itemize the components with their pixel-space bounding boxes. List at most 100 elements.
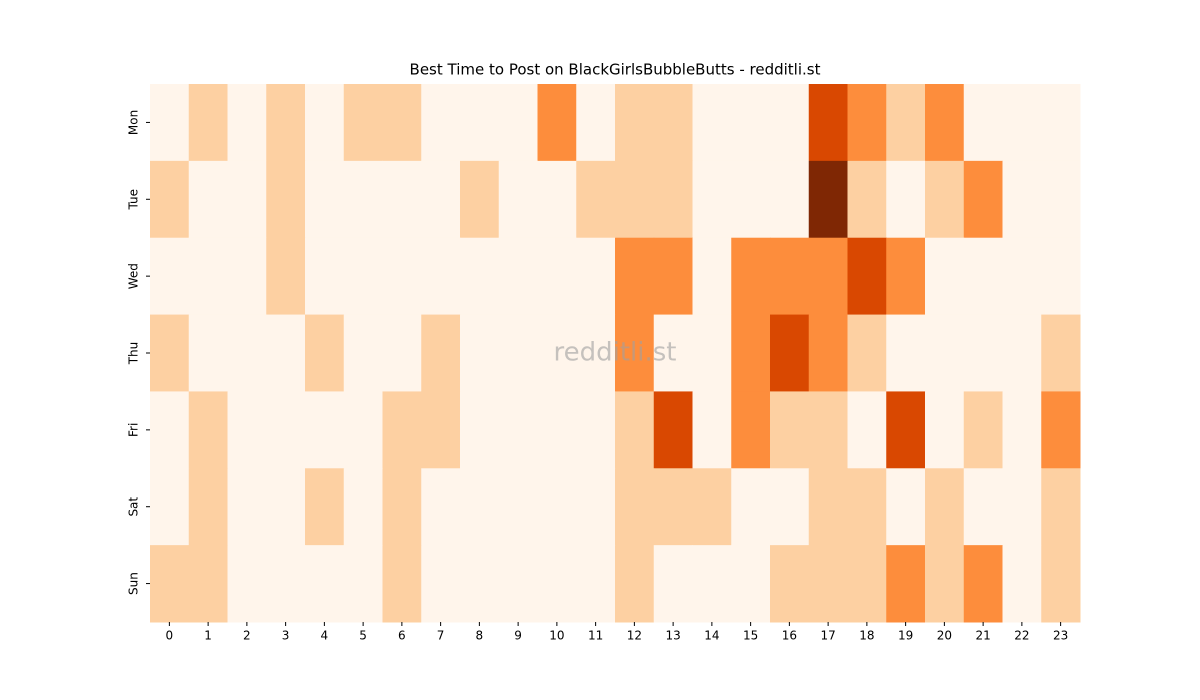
heat-cell — [266, 314, 306, 392]
heat-cell — [1002, 237, 1042, 316]
heat-cell — [925, 160, 965, 239]
x-tick-label: 17 — [820, 629, 835, 643]
heat-cell — [227, 314, 267, 392]
heat-cell — [808, 314, 848, 392]
heat-cell — [692, 160, 732, 239]
heat-cell — [1041, 160, 1081, 239]
heat-cell — [653, 237, 693, 316]
x-tick-label: 10 — [549, 629, 564, 643]
heat-cell — [188, 391, 228, 469]
heat-cell — [653, 391, 693, 469]
heat-cell — [343, 237, 383, 316]
x-tick-label: 23 — [1053, 629, 1068, 643]
y-tick-label: Sun — [127, 572, 141, 595]
x-tick-label: 16 — [782, 629, 797, 643]
heat-cell — [188, 84, 228, 162]
heat-cell — [925, 391, 965, 469]
heat-cell — [576, 160, 616, 239]
heat-cell — [653, 545, 693, 623]
x-tick-label: 21 — [975, 629, 990, 643]
heat-cell — [1041, 468, 1081, 546]
heat-cell — [692, 545, 732, 623]
heat-cell — [150, 391, 190, 469]
heat-cell — [1002, 160, 1042, 239]
heat-cell — [1041, 391, 1081, 469]
heat-cell — [963, 160, 1003, 239]
heat-cell — [343, 468, 383, 546]
x-tick-label: 20 — [937, 629, 952, 643]
heat-cell — [343, 84, 383, 162]
heat-cell — [963, 545, 1003, 623]
heat-cell — [847, 545, 887, 623]
heat-cell — [576, 84, 616, 162]
heat-cell — [847, 237, 887, 316]
heat-cell — [731, 391, 771, 469]
heat-cell — [1002, 84, 1042, 162]
heat-cell — [692, 391, 732, 469]
heat-cell — [576, 237, 616, 316]
heat-cell — [731, 314, 771, 392]
heat-cell — [150, 84, 190, 162]
heat-cell — [421, 84, 461, 162]
watermark: redditli.st — [554, 338, 677, 368]
heat-cell — [537, 391, 577, 469]
heat-cell — [460, 314, 500, 392]
heat-cell — [731, 545, 771, 623]
heat-cell — [150, 237, 190, 316]
heat-cell — [343, 391, 383, 469]
heat-cell — [847, 84, 887, 162]
heat-cell — [576, 314, 616, 392]
heat-cell — [1041, 84, 1081, 162]
heat-cell — [1002, 545, 1042, 623]
heat-cell — [808, 391, 848, 469]
heat-cell — [266, 545, 306, 623]
heat-cell — [305, 160, 345, 239]
x-tick-label: 8 — [476, 629, 484, 643]
heat-cell — [150, 160, 190, 239]
heat-cell — [1002, 468, 1042, 546]
x-tick-label: 3 — [282, 629, 290, 643]
heat-cell — [653, 160, 693, 239]
y-tick-label: Thu — [127, 342, 141, 366]
y-tick-label: Fri — [127, 423, 141, 437]
x-tick-label: 2 — [243, 629, 251, 643]
heat-cell — [498, 391, 538, 469]
heat-cell — [537, 237, 577, 316]
heat-cell — [382, 314, 422, 392]
heat-cell — [731, 160, 771, 239]
heat-cell — [886, 160, 926, 239]
x-tick-label: 0 — [166, 629, 174, 643]
heat-cell — [731, 237, 771, 316]
heat-cell — [188, 545, 228, 623]
heat-cell — [460, 468, 500, 546]
x-tick-label: 11 — [588, 629, 603, 643]
y-tick-label: Wed — [127, 263, 141, 289]
heat-cell — [305, 237, 345, 316]
heat-cell — [925, 84, 965, 162]
x-tick-label: 19 — [898, 629, 913, 643]
heat-cell — [227, 160, 267, 239]
heat-cell — [886, 314, 926, 392]
heat-cell — [382, 160, 422, 239]
heat-cell — [305, 84, 345, 162]
heat-cell — [421, 468, 461, 546]
heat-cell — [421, 314, 461, 392]
heat-cell — [770, 237, 810, 316]
heat-cell — [963, 314, 1003, 392]
heat-cell — [1002, 391, 1042, 469]
heat-cell — [305, 468, 345, 546]
heat-cell — [615, 468, 655, 546]
heat-cell — [188, 160, 228, 239]
heat-cell — [886, 84, 926, 162]
heat-cell — [808, 160, 848, 239]
heat-cell — [382, 545, 422, 623]
heat-cell — [925, 468, 965, 546]
heat-cell — [305, 391, 345, 469]
x-tick-label: 12 — [627, 629, 642, 643]
x-tick-label: 7 — [437, 629, 445, 643]
heat-cell — [537, 314, 577, 392]
heat-cell — [150, 468, 190, 546]
heat-cell — [460, 84, 500, 162]
heat-cell — [653, 468, 693, 546]
